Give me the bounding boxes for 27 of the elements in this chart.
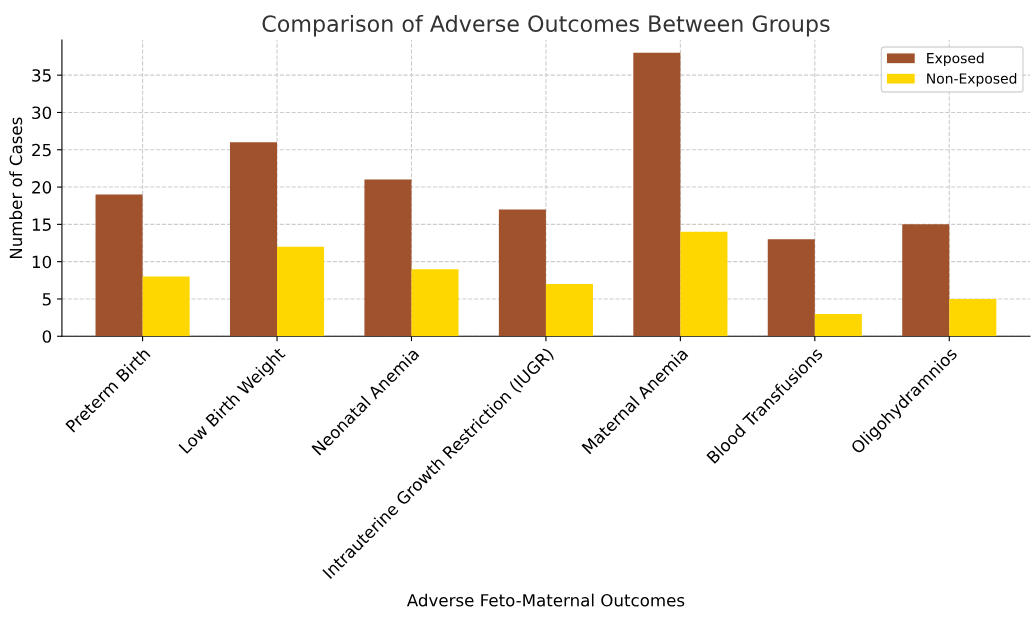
y-tick-label: 30: [32, 106, 52, 120]
bar: [902, 224, 950, 337]
y-tick-label: 5: [42, 293, 51, 306]
y-tick-label: 35: [32, 69, 51, 82]
bar: [545, 284, 593, 337]
legend-label: Non-Exposed: [927, 72, 1017, 87]
legend-label: Exposed: [927, 52, 984, 67]
y-tick-label: 10: [32, 255, 52, 269]
y-tick-label: 25: [32, 143, 51, 157]
bar: [411, 269, 459, 337]
bar: [767, 239, 815, 337]
bar: [277, 246, 325, 337]
y-tick-label: 0: [42, 330, 52, 343]
bar: [229, 142, 278, 337]
x-axis-title: Adverse Feto-Maternal Outcomes: [406, 593, 685, 607]
y-axis-title: Number of Cases: [9, 117, 23, 259]
bar: [949, 298, 997, 337]
bar: [95, 194, 143, 337]
bar: [142, 276, 190, 337]
y-tick-label: 15: [32, 218, 51, 231]
chart-title: Comparison of Adverse Outcomes Between Groups: [262, 14, 830, 37]
bar: [633, 52, 681, 337]
y-tick-label: 20: [32, 181, 52, 194]
bar: [498, 209, 546, 337]
bar: [814, 313, 862, 337]
bar: [680, 231, 728, 337]
bar: [364, 179, 412, 337]
